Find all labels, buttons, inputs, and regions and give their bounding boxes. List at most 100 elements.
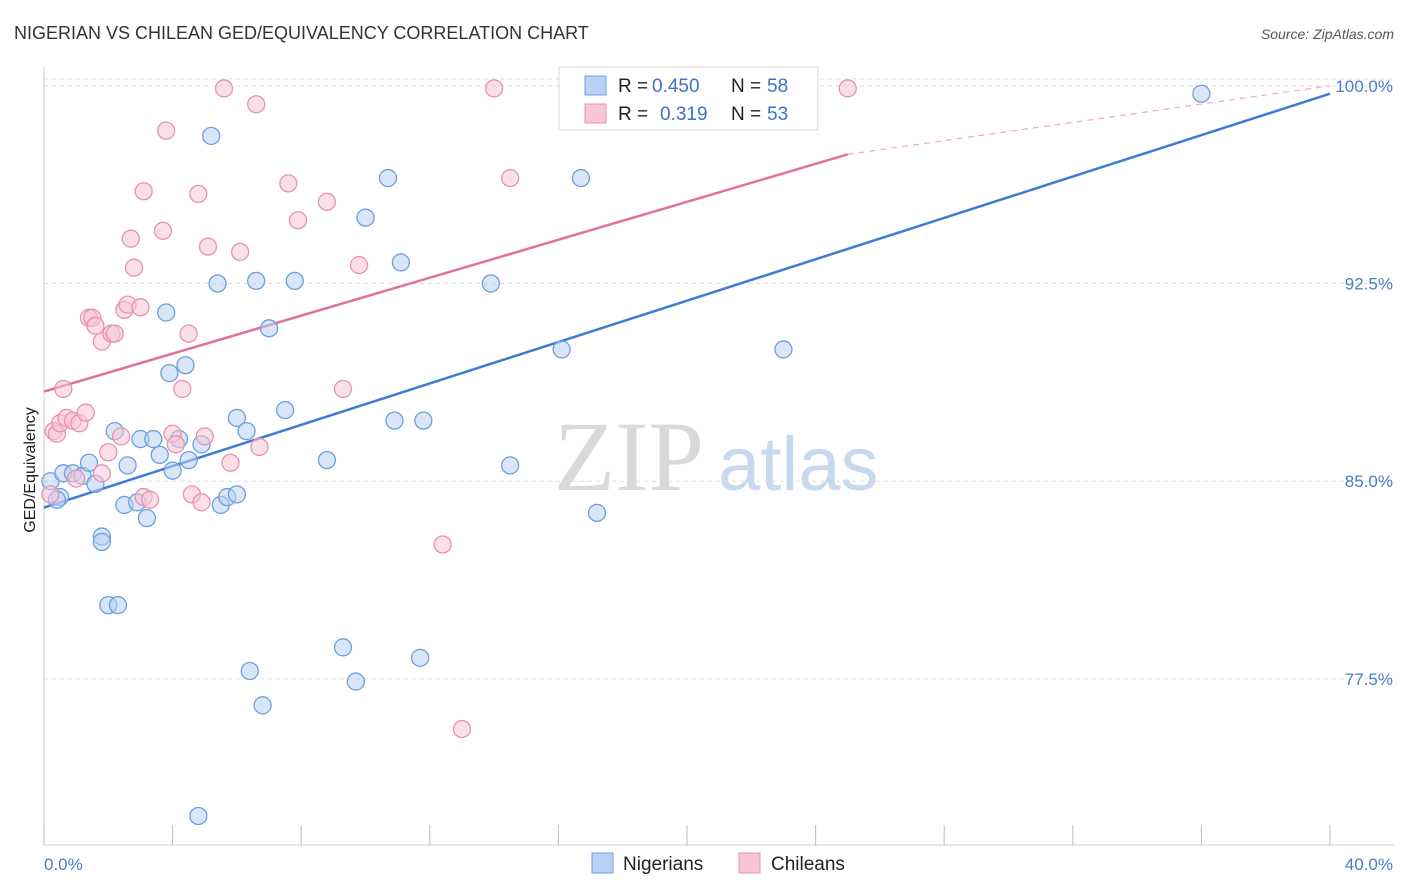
point-nigerians [1192,84,1211,103]
point-nigerians [227,485,247,504]
point-nigerians [160,363,179,383]
point-chileans [279,174,298,193]
point-nigerians [378,168,398,188]
point-chileans [131,298,150,317]
point-chileans [333,379,353,399]
point-nigerians [333,638,353,657]
legend-r-value-1: 0.450 [652,76,700,97]
point-chileans [452,719,472,739]
point-nigerians [208,274,227,293]
legend: R = 0.450 N = 58 R = 0.319 N = 53 [558,66,819,131]
point-nigerians [385,411,404,430]
point-chileans [153,221,173,240]
point-chileans [140,490,160,509]
point-chileans [67,469,86,488]
x-tick-label: 40.0% [1345,855,1393,874]
point-chileans [247,95,266,114]
y-tick-label: 85.0% [1345,472,1393,491]
watermark-zip: ZIP [554,401,704,512]
legend-n-value-1: 58 [767,76,788,97]
point-chileans [317,192,337,211]
point-chileans [124,258,144,277]
point-nigerians [774,340,793,359]
point-chileans [179,324,198,343]
point-nigerians [317,450,337,470]
trend-line-chileans [43,153,849,393]
point-chileans [195,427,214,446]
grid-layer [44,78,1394,680]
point-chileans [105,324,124,343]
point-nigerians [179,450,198,470]
point-nigerians [356,208,375,227]
point-nigerians [259,319,279,338]
y-axis-label: GED/Equivalency [22,407,39,532]
point-chileans [250,437,269,457]
point-nigerians [411,648,430,667]
legend-n-label-2: N = [731,104,761,125]
point-nigerians [189,806,208,826]
point-chileans [173,379,192,399]
watermark-atlas: atlas [718,422,879,507]
point-nigerians [79,453,99,472]
point-nigerians [92,532,112,552]
point-chileans [54,379,73,399]
point-chileans [349,255,369,275]
point-chileans [92,464,112,483]
point-chileans [76,403,95,422]
point-nigerians [150,445,169,465]
point-chileans [230,242,250,262]
points-layer [41,79,1211,826]
point-chileans [214,79,234,98]
point-chileans [86,316,105,335]
y-tick-label: 100.0% [1335,77,1393,96]
point-nigerians [253,696,272,715]
point-chileans [121,229,140,248]
legend-swatch-nigerians [584,75,607,96]
legend-swatch-chileans [584,103,607,124]
point-nigerians [118,456,137,475]
point-chileans [112,427,131,446]
bottom-legend-swatch-nigerians [591,852,614,874]
axes-layer: 77.5% 85.0% 92.5% 100.0% 0.0% 40.0% [43,67,1394,874]
x-tick-label: 0.0% [44,855,83,874]
point-chileans [838,79,857,98]
point-chileans [501,168,520,188]
point-nigerians [571,168,591,188]
point-chileans [221,453,240,472]
point-nigerians [275,400,295,420]
point-nigerians [202,126,221,146]
point-nigerians [481,274,501,293]
watermark: ZIP atlas [554,401,879,512]
point-chileans [134,182,153,201]
chart-source: Source: ZipAtlas.com [1261,26,1394,42]
point-chileans [192,493,211,512]
point-nigerians [285,271,304,291]
point-chileans [433,535,452,554]
legend-n-label-1: N = [731,76,761,97]
y-tick-label: 77.5% [1345,670,1393,689]
point-nigerians [157,303,176,322]
legend-n-value-2: 53 [767,104,788,125]
point-nigerians [552,340,571,359]
bottom-legend: Nigerians Chileans [591,852,845,875]
point-nigerians [501,456,520,475]
point-nigerians [144,429,163,449]
legend-r-label-1: R = [618,76,648,97]
point-nigerians [108,595,128,615]
point-nigerians [346,672,366,691]
y-tick-label: 92.5% [1345,275,1393,294]
point-chileans [99,443,118,462]
point-nigerians [414,411,433,430]
point-chileans [157,121,176,140]
bottom-legend-nigerians: Nigerians [623,854,703,875]
chart-title: NIGERIAN VS CHILEAN GED/EQUIVALENCY CORR… [14,23,589,43]
point-nigerians [587,503,607,523]
point-nigerians [237,421,256,441]
trend-line-chileans-extension [847,85,1331,155]
point-nigerians [176,356,195,375]
point-chileans [41,485,60,504]
point-chileans [189,184,208,204]
point-nigerians [391,253,411,272]
